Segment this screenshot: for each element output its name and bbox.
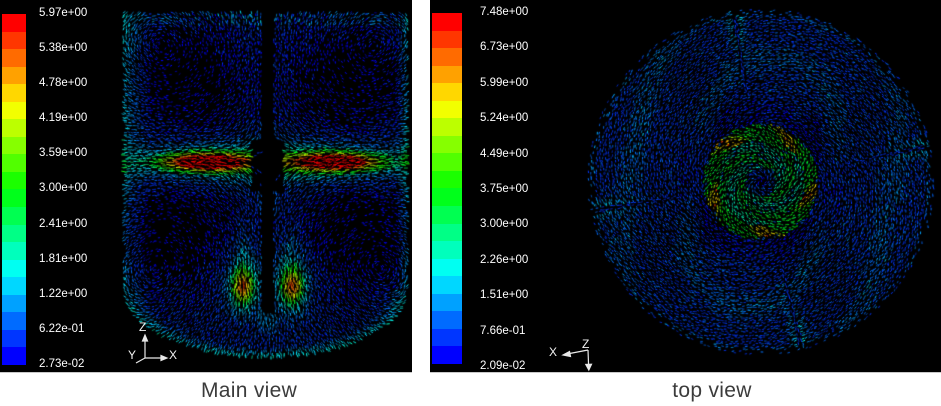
axis-label-z: Z [139, 321, 146, 333]
axis-label-z: Z [582, 338, 589, 350]
main-view-panel: 5.97e+00 5.38e+00 4.78e+00 4.19e+00 3.59… [0, 0, 412, 373]
top-view-axis-triad [430, 0, 941, 372]
caption-top-view: top view [672, 379, 751, 403]
caption-main-view: Main view [201, 379, 297, 403]
cfd-figure: { "colormap": { "stops": ["#ff0000","#ff… [0, 0, 941, 406]
main-view-axis-triad [0, 0, 412, 372]
axis-label-y: Y [128, 349, 136, 361]
axis-label-x: X [169, 349, 177, 361]
axis-label-x: X [549, 346, 557, 358]
top-view-panel: 7.48e+00 6.73e+00 5.99e+00 5.24e+00 4.49… [430, 0, 941, 373]
